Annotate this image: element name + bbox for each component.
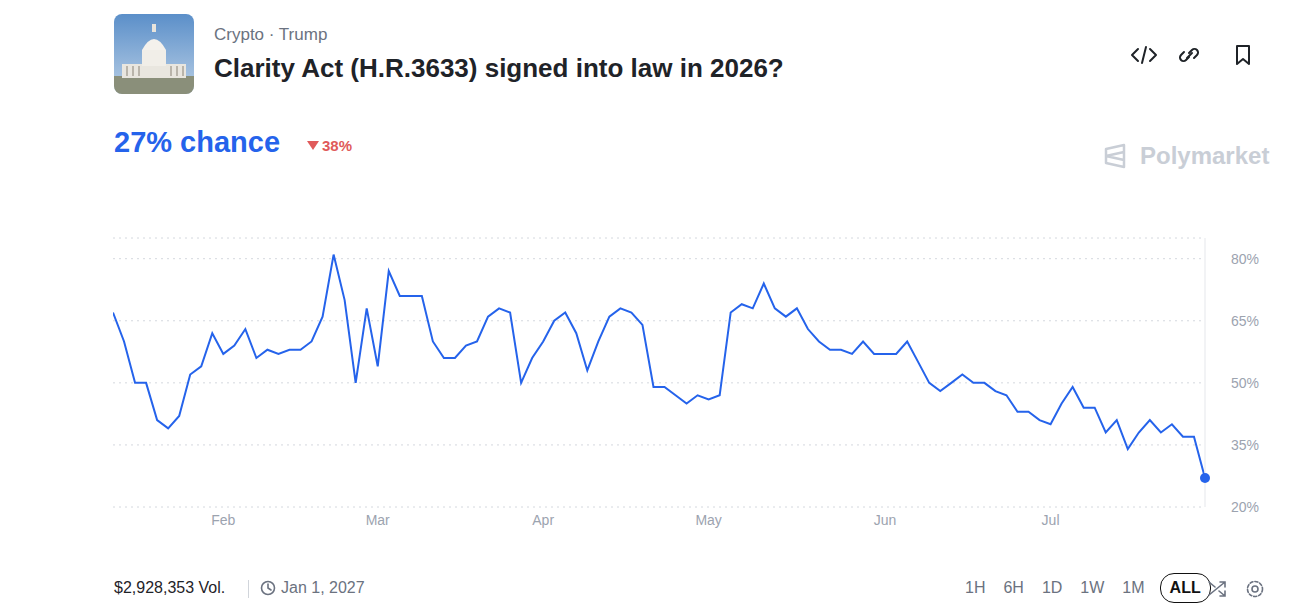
html-text:Polymarket: Polymarket	[1140, 142, 1270, 169]
svg-text:Apr: Apr	[532, 512, 554, 528]
html-text:6H: 6H	[1003, 579, 1024, 596]
svg-text:May: May	[695, 512, 721, 528]
svg-text:Feb: Feb	[211, 512, 235, 528]
html-text:1M: 1M	[1122, 579, 1145, 596]
svg-text:Jul: Jul	[1042, 512, 1060, 528]
html-text:38%: 38%	[322, 137, 352, 154]
html-text:1W: 1W	[1080, 579, 1105, 596]
html-text:ALL: ALL	[1169, 579, 1201, 596]
html-text:1D: 1D	[1041, 579, 1063, 596]
html-text:Crypto · Trump: Crypto · Trump	[214, 25, 328, 44]
html-text:Jan 1, 2027: Jan 1, 2027	[281, 579, 365, 596]
svg-text:35%: 35%	[1231, 437, 1259, 453]
html-text:27% chance: 27% chance	[114, 126, 280, 158]
html-text:$2,928,353 Vol.: $2,928,353 Vol.	[114, 579, 226, 596]
svg-text:50%: 50%	[1231, 375, 1259, 391]
html-text:1H: 1H	[965, 579, 986, 596]
svg-text:Mar: Mar	[366, 512, 390, 528]
svg-text:65%: 65%	[1231, 313, 1259, 329]
svg-text:20%: 20%	[1231, 499, 1259, 515]
svg-text:80%: 80%	[1231, 251, 1259, 267]
html-text:Clarity Act (H.R.3633) signed: Clarity Act (H.R.3633) signed into law i…	[214, 53, 784, 83]
svg-text:Jun: Jun	[874, 512, 897, 528]
